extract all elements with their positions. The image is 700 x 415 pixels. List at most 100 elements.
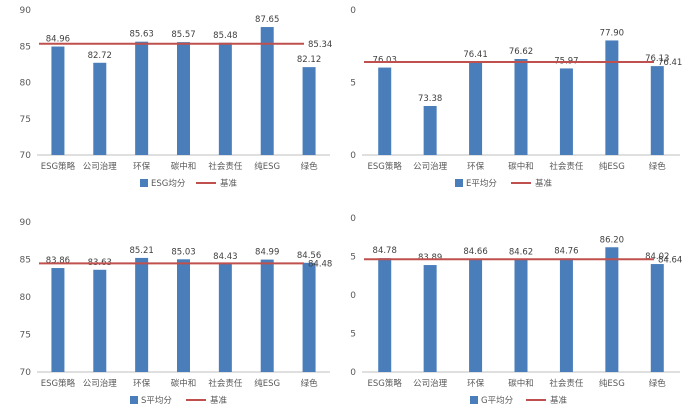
legend-label-baseline: 基准	[210, 395, 228, 406]
bar-1	[378, 258, 392, 372]
x-tick-label: 绿色	[649, 378, 667, 389]
baseline-label: 76.41	[658, 58, 682, 68]
legend-swatch-bar	[455, 179, 463, 187]
data-label: 82.12	[297, 55, 321, 65]
data-label: 85.48	[213, 31, 237, 41]
x-tick-label: 公司治理	[83, 378, 118, 389]
x-tick-label: 社会责任	[549, 378, 584, 389]
data-label: 83.86	[46, 256, 70, 266]
x-tick-label: 绿色	[301, 161, 319, 172]
bar-1	[51, 46, 65, 155]
y-tick-label: 90	[20, 218, 32, 228]
bar-4	[514, 259, 528, 372]
x-tick-label: 公司治理	[83, 161, 118, 172]
data-label: 76.13	[645, 54, 669, 64]
data-label: 83.89	[418, 253, 442, 263]
y-tick-label: 75	[350, 330, 356, 340]
x-tick-label: 纯ESG	[599, 378, 625, 389]
chart-s-average-svg: 707580859083.86ESG策略83.63公司治理85.21环保85.0…	[20, 218, 333, 406]
y-tick-label: 85	[350, 253, 356, 263]
y-tick-label: 70	[20, 368, 32, 378]
y-tick-label: 75	[20, 331, 31, 341]
legend-label-baseline: 基准	[535, 178, 553, 189]
data-label: 84.78	[373, 246, 397, 256]
bar-7	[302, 262, 316, 372]
x-tick-label: ESG策略	[368, 161, 403, 172]
baseline-label: 84.48	[308, 259, 332, 269]
x-tick-label: 环保	[467, 378, 485, 389]
data-label: 84.66	[463, 247, 487, 257]
y-tick-label: 70	[350, 368, 356, 378]
bar-4	[177, 259, 190, 372]
x-tick-label: 公司治理	[413, 378, 448, 389]
legend-label-baseline: 基准	[220, 178, 238, 189]
chart-esg-average: 70 75 80 85 90 84.96 ESG策略 82.72 公司治理 85.63 环保 85.5…	[0, 0, 350, 208]
data-label: 76.41	[463, 50, 487, 60]
y-tick-label: 80	[20, 79, 32, 89]
bar-3	[135, 41, 149, 156]
y-tick-label: 70	[350, 151, 356, 161]
x-tick-label: 纯ESG	[599, 161, 625, 172]
data-label: 82.72	[88, 51, 112, 61]
data-label: 84.99	[255, 248, 279, 258]
legend-swatch-bar	[470, 396, 478, 404]
x-tick-label: 纯ESG	[254, 378, 280, 389]
bar-2	[423, 105, 437, 155]
data-label: 73.38	[418, 94, 442, 104]
bar-3	[135, 257, 149, 372]
data-label: 77.90	[600, 28, 624, 38]
x-tick-label: 环保	[133, 378, 151, 389]
y-tick-label: 80	[350, 6, 356, 16]
chart-e-average: 70 75 80 76.03 ESG策略 73.38 公司治理 76.41 环保 76.62 碳中和…	[350, 0, 700, 208]
legend-label-baseline: 基准	[550, 395, 568, 406]
data-label: 84.43	[213, 252, 237, 262]
bar-2	[423, 265, 437, 372]
bar-5	[559, 68, 573, 155]
chart-g-average: 70 75 80 85 90 84.78 ESG策略 83.89 公司治理 84.66 环保 84.6…	[350, 207, 700, 415]
y-tick-label: 75	[20, 115, 31, 125]
x-tick-label: 碳中和	[508, 161, 534, 172]
bar-1	[378, 67, 392, 155]
x-tick-label: 绿色	[301, 378, 319, 389]
chart-s-average: 707580859083.86ESG策略83.63公司治理85.21环保85.0…	[0, 207, 350, 415]
data-label: 85.21	[129, 246, 153, 256]
bar-3	[469, 259, 483, 372]
y-tick-label: 80	[350, 291, 356, 301]
legend-label-bar: G平均分	[481, 395, 514, 406]
data-label: 84.62	[509, 247, 533, 257]
y-tick-label: 70	[20, 151, 32, 161]
baseline-label: 84.64	[658, 255, 682, 265]
x-tick-label: 社会责任	[208, 161, 243, 172]
bar-7	[650, 264, 664, 372]
x-tick-label: 碳中和	[508, 378, 534, 389]
legend-swatch-bar	[140, 179, 148, 187]
chart-e-average-svg: 70 75 80 76.03 ESG策略 73.38 公司治理 76.41 环保 76.62 碳中和…	[350, 6, 682, 189]
bar-1	[51, 268, 65, 372]
bar-4	[177, 42, 190, 155]
y-tick-label: 90	[350, 214, 356, 224]
bar-2	[93, 62, 107, 155]
data-label: 76.62	[509, 47, 533, 57]
data-label: 86.20	[600, 235, 624, 245]
x-tick-label: 绿色	[649, 161, 667, 172]
bar-6	[260, 27, 274, 156]
data-label: 84.56	[297, 251, 321, 261]
x-tick-label: ESG策略	[368, 378, 403, 389]
x-tick-label: 碳中和	[171, 378, 197, 389]
data-label: 85.57	[171, 30, 195, 40]
y-tick-label: 90	[20, 6, 32, 16]
x-tick-label: 社会责任	[549, 161, 584, 172]
x-tick-label: ESG策略	[41, 378, 76, 389]
x-tick-label: 环保	[467, 161, 485, 172]
bar-6	[605, 40, 619, 156]
data-label: 87.65	[255, 15, 279, 25]
data-label: 84.02	[645, 252, 669, 262]
legend-label-bar: S平均分	[141, 395, 172, 406]
y-tick-label: 80	[20, 293, 32, 303]
data-label: 84.96	[46, 35, 70, 45]
x-tick-label: 环保	[133, 161, 151, 172]
bar-6	[605, 247, 619, 372]
bar-6	[260, 259, 274, 372]
x-tick-label: 公司治理	[413, 161, 448, 172]
chart-g-average-svg: 70 75 80 85 90 84.78 ESG策略 83.89 公司治理 84.66 环保 84.6…	[350, 214, 682, 406]
